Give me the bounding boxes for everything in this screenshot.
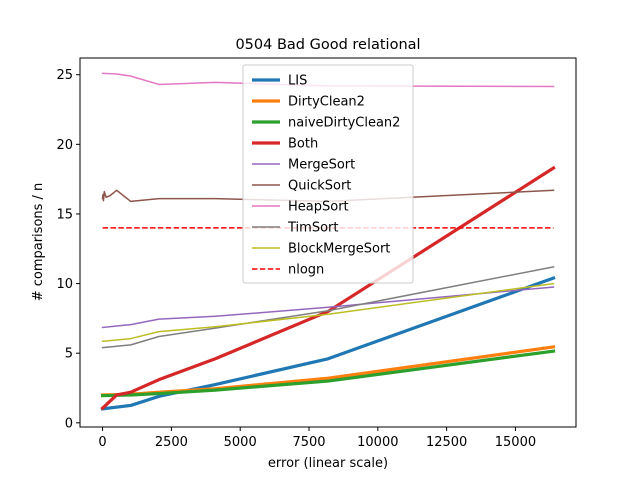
- x-axis: 0 2500 5000 7500 10000 12500 15000: [98, 427, 536, 450]
- y-tick-label: 15: [56, 207, 73, 222]
- legend-label-lis: LIS: [288, 74, 307, 89]
- y-axis: 0 5 10 15 20 25: [56, 68, 80, 431]
- plot-frame: [79, 57, 577, 428]
- x-tick-label: 12500: [426, 435, 467, 450]
- x-axis-label: error (linear scale): [268, 456, 388, 471]
- series-line-timsort: [101, 265, 555, 349]
- x-tick-label: 15000: [495, 435, 536, 450]
- legend-label-dirtyclean2: DirtyClean2: [288, 95, 365, 110]
- x-tick-label: 2500: [155, 435, 188, 450]
- legend-label-blockmergesort: BlockMergeSort: [288, 242, 390, 257]
- plot-series: [100, 72, 556, 411]
- y-axis-label: # comparisons / n: [31, 183, 46, 302]
- legend-label-heapsort: HeapSort: [288, 200, 349, 215]
- legend-label-nlogn: nlogn: [288, 263, 324, 278]
- y-tick-label: 0: [65, 416, 73, 431]
- y-tick-label: 10: [56, 277, 73, 292]
- legend-label-naivedirtyclean2: naiveDirtyClean2: [288, 116, 400, 131]
- x-tick-label: 5000: [224, 435, 257, 450]
- y-tick-label: 5: [65, 347, 73, 362]
- series-line-blockmergesort: [101, 282, 555, 343]
- x-tick-label: 10000: [357, 435, 398, 450]
- legend-label-both: Both: [288, 137, 318, 152]
- legend: LIS DirtyClean2 naiveDirtyClean2 Both MergeS…: [242, 64, 414, 284]
- y-tick-label: 20: [56, 138, 73, 153]
- x-tick-label: 7500: [292, 435, 325, 450]
- legend-label-mergesort: MergeSort: [288, 158, 355, 173]
- legend-box: [242, 64, 414, 284]
- legend-label-quicksort: QuickSort: [288, 179, 351, 194]
- series-line-dirtyclean2: [100, 345, 556, 397]
- series-line-lis: [100, 275, 556, 411]
- series-line-mergesort: [101, 286, 555, 329]
- series-line-naivedirtyclean2: [100, 349, 556, 398]
- series-line-quicksort: [101, 189, 555, 203]
- x-tick-label: 0: [98, 435, 106, 450]
- legend-label-timsort: TimSort: [287, 221, 338, 236]
- y-tick-label: 25: [56, 68, 73, 83]
- chart-title: 0504 Bad Good relational: [235, 37, 420, 53]
